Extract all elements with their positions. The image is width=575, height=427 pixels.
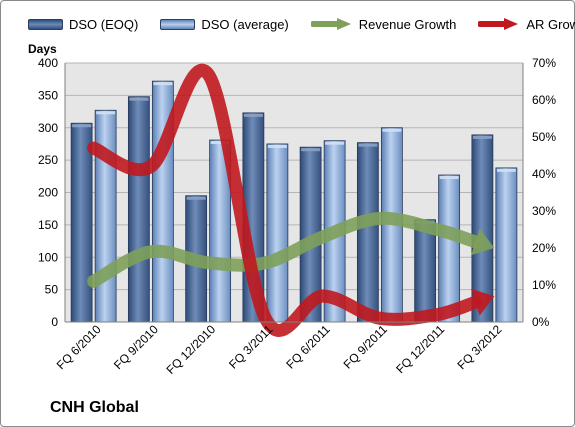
bar-highlight (301, 148, 321, 152)
y-tick-label: 300 (38, 121, 58, 135)
y2-tick-label: 70% (532, 56, 556, 70)
bar-highlight (358, 143, 378, 147)
bar-highlight (439, 176, 459, 180)
bar-highlight (243, 113, 263, 117)
bar-dso-eoq (70, 122, 93, 323)
legend-label-revenue-growth: Revenue Growth (358, 16, 457, 32)
x-tick-label: FQ 12/2010 (164, 322, 219, 377)
legend-item-revenue-growth: Revenue Growth (310, 16, 457, 32)
y2-tick-label: 0% (532, 315, 550, 329)
legend-item-dso-eoq: DSO (EOQ) (28, 17, 138, 32)
legend-label-ar-growth: AR Growth (526, 16, 575, 32)
bar-dso-eoq (127, 96, 150, 323)
bar-dso-average (438, 174, 461, 323)
bar-highlight (382, 128, 402, 132)
y-tick-label: 400 (38, 56, 58, 70)
x-tick-label: FQ 3/2011 (226, 322, 276, 372)
bar-highlight (496, 168, 516, 172)
y-axis-title: Days (28, 42, 57, 56)
x-tick-label: FQ 3/2012 (455, 322, 505, 372)
legend-label-dso-eoq: DSO (EOQ) (69, 16, 139, 32)
y-tick-label: 0 (51, 315, 58, 329)
bar-highlight (210, 141, 230, 145)
y-tick-label: 50 (45, 283, 59, 297)
bar-highlight (153, 82, 173, 86)
y-tick-label: 100 (38, 250, 58, 264)
bar-highlight (129, 97, 149, 101)
arrowhead-revenue-growth (471, 228, 495, 256)
arrowhead-ar-growth (471, 288, 495, 316)
legend-swatch-dso-eoq (28, 18, 63, 30)
bar-highlight (186, 196, 206, 200)
bar-highlight (72, 124, 92, 128)
y-tick-label: 350 (38, 88, 58, 102)
y2-tick-label: 40% (532, 167, 556, 181)
y-tick-label: 250 (38, 153, 58, 167)
legend-arrow-revenue-growth (310, 18, 351, 30)
x-tick-label: FQ 9/2010 (111, 322, 161, 372)
bar-highlight (96, 111, 116, 115)
bar-dso-average (94, 109, 117, 323)
legend-item-dso-average: DSO (average) (160, 16, 289, 32)
legend: DSO (EOQ) DSO (average) Revenue Growth A… (28, 12, 575, 36)
bar-dso-average (266, 143, 289, 323)
y2-tick-label: 20% (532, 241, 556, 255)
y-tick-label: 150 (38, 218, 58, 232)
bar-dso-eoq (356, 142, 379, 323)
legend-item-ar-growth: AR Growth (478, 17, 575, 32)
bar-highlight (325, 141, 345, 145)
y2-tick-label: 10% (532, 278, 556, 292)
x-tick-label: FQ 9/2011 (341, 322, 391, 372)
y2-tick-label: 50% (532, 130, 556, 144)
y2-tick-label: 30% (532, 204, 556, 218)
bar-dso-average (495, 167, 518, 323)
y2-tick-label: 60% (532, 93, 556, 107)
x-tick-label: FQ 6/2010 (54, 322, 104, 372)
legend-arrow-ar-growth (478, 18, 519, 30)
legend-label-dso-average: DSO (average) (201, 16, 289, 32)
bar-highlight (267, 144, 287, 148)
bar-highlight (472, 135, 492, 139)
legend-swatch-dso-average (160, 18, 196, 30)
company-label: CNH Global (50, 399, 139, 416)
x-tick-label: FQ 12/2011 (393, 322, 447, 376)
bar-dso-eoq (414, 219, 437, 323)
y-tick-label: 200 (38, 186, 58, 200)
